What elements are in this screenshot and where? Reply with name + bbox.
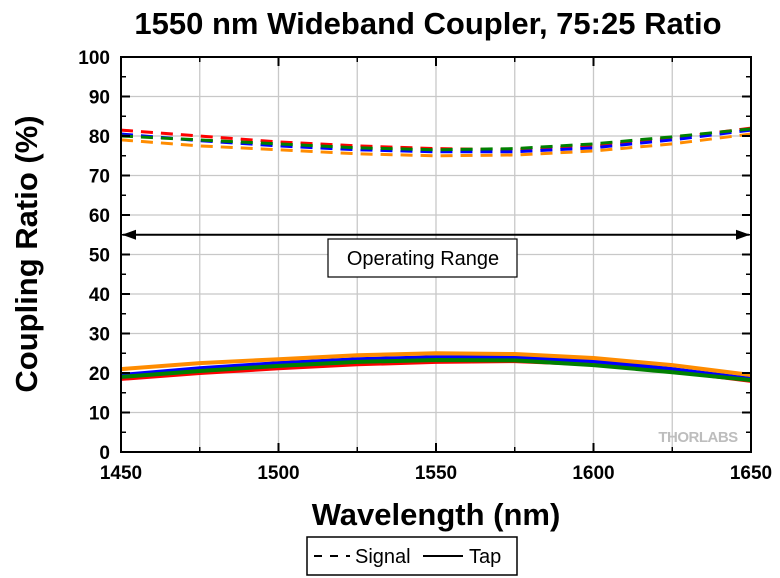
- y-tick-label: 0: [99, 443, 110, 464]
- y-tick-label: 30: [89, 325, 110, 346]
- y-tick-label: 80: [89, 127, 110, 148]
- x-tick-label: 1650: [730, 463, 772, 484]
- series-layer: [120, 126, 752, 383]
- y-tick-label: 90: [89, 88, 110, 109]
- operating-range-annotation: Operating Range: [122, 229, 750, 278]
- y-tick-label: 70: [89, 167, 110, 188]
- signal-line: [120, 132, 752, 158]
- thorlabs-watermark: THORLABS: [658, 429, 738, 446]
- tap-line: [120, 351, 752, 377]
- y-tick-label: 20: [89, 364, 110, 385]
- annotation-box: [327, 238, 518, 278]
- tap-line: [120, 358, 752, 383]
- legend-signal-label: Signal: [355, 546, 411, 568]
- y-tick-label: 40: [89, 285, 110, 306]
- legend: Signal Tap: [306, 536, 518, 576]
- x-tick-label: 1600: [572, 463, 614, 484]
- y-axis-title: Coupling Ratio (%): [9, 115, 44, 392]
- x-tick-label: 1550: [415, 463, 457, 484]
- signal-line: [120, 127, 752, 152]
- annotation-label: Operating Range: [347, 248, 499, 270]
- y-tick-label: 100: [78, 48, 110, 69]
- chart-title: 1550 nm Wideband Coupler, 75:25 Ratio: [134, 6, 721, 41]
- legend-tap-label: Tap: [469, 546, 501, 568]
- y-tick-label: 60: [89, 206, 110, 227]
- x-tick-label: 1450: [100, 463, 142, 484]
- legend-box: [306, 536, 518, 576]
- tap-line: [120, 355, 752, 381]
- y-tick-label: 10: [89, 404, 110, 425]
- x-tick-label: 1500: [257, 463, 299, 484]
- x-axis-title: Wavelength (nm): [312, 497, 561, 532]
- y-tick-label: 50: [89, 246, 110, 267]
- axis-ticks: 1450 1500 1550 1600 1650 0 10 20 30 40 50 60 70 80 90 1…: [78, 48, 772, 484]
